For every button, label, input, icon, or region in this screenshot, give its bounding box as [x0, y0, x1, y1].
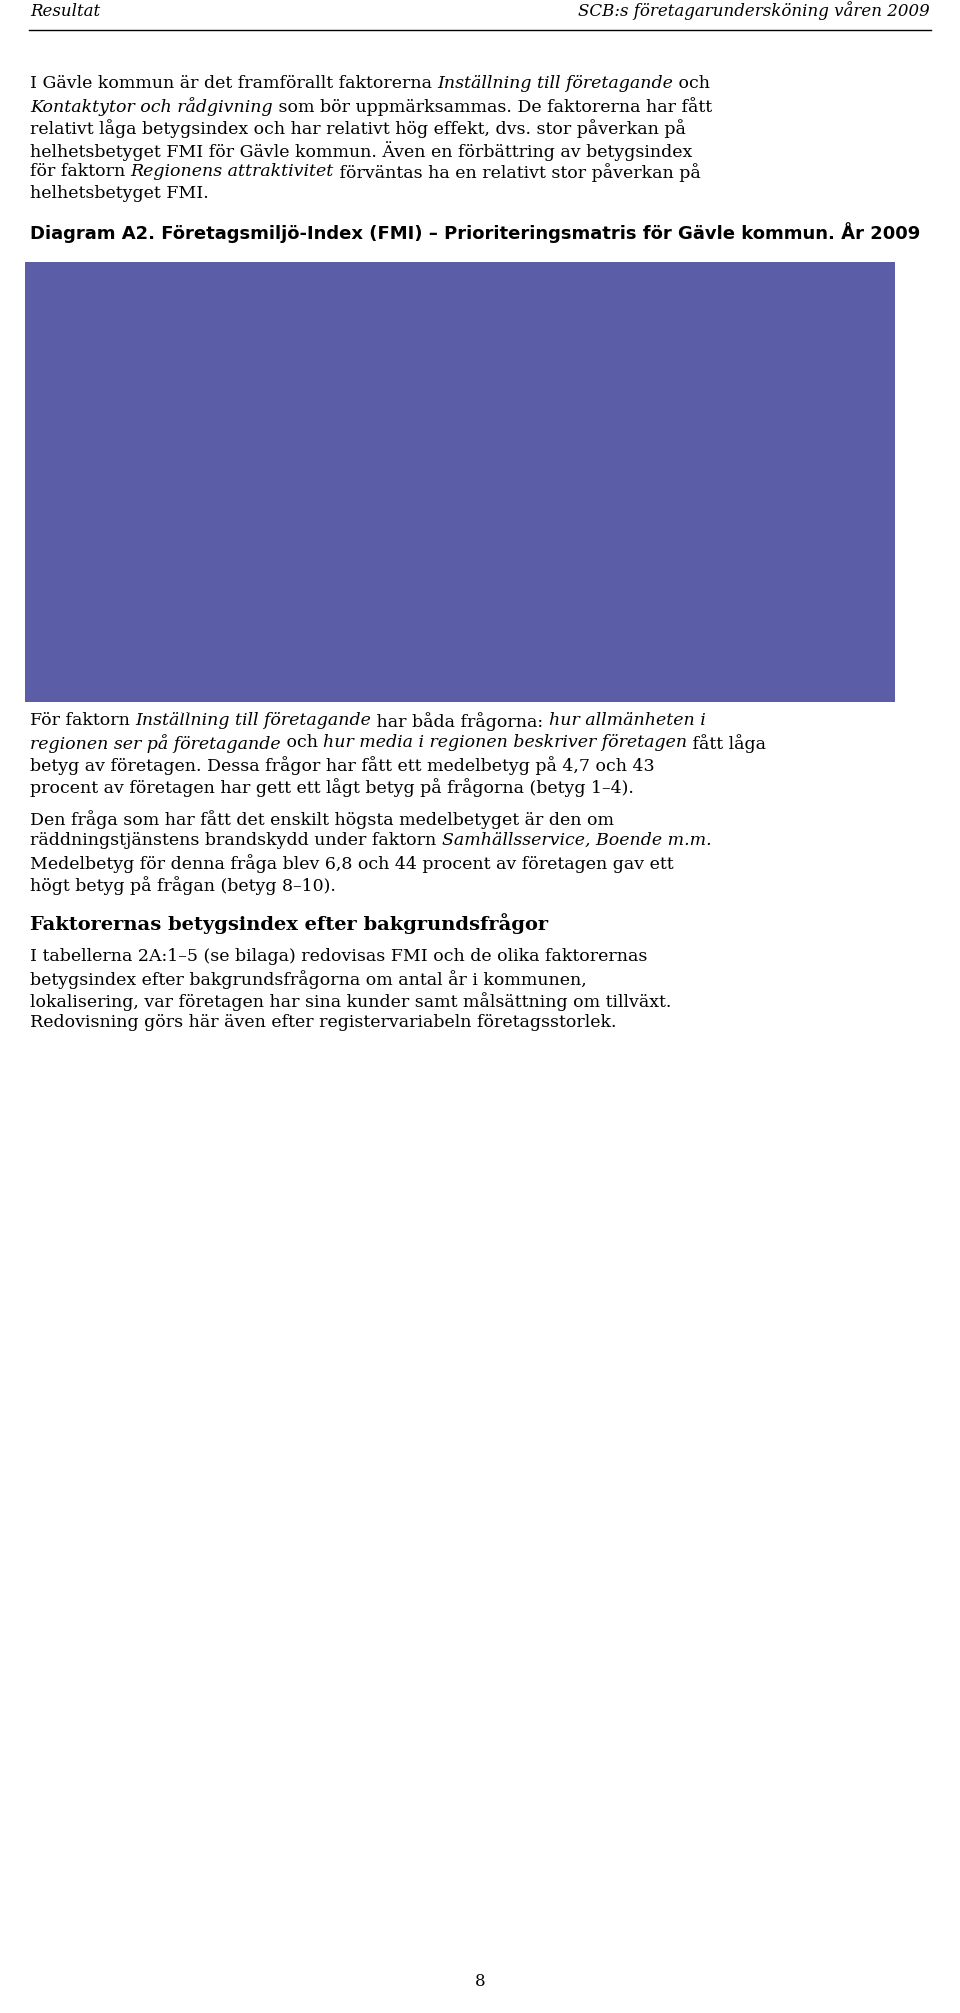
Text: Faktorernas betygsindex efter bakgrundsfrågor: Faktorernas betygsindex efter bakgrundsf… — [30, 914, 548, 934]
Text: betygsindex efter bakgrundsfrågorna om antal år i kommunen,: betygsindex efter bakgrundsfrågorna om a… — [30, 970, 587, 988]
Text: SCB:s företagarundersköning våren 2009: SCB:s företagarundersköning våren 2009 — [578, 2, 930, 20]
Text: hur media i regionen beskriver företagen: hur media i regionen beskriver företagen — [324, 735, 687, 751]
Text: IV. Bevara: IV. Bevara — [46, 306, 108, 320]
Text: Kommunik.
Samhälls.: Kommunik. Samhälls. — [155, 527, 217, 550]
Text: har båda frågorna:: har båda frågorna: — [372, 713, 549, 731]
Text: Kontaktytor och rådgivning: Kontaktytor och rådgivning — [30, 97, 273, 117]
Text: procent av företagen har gett ett lågt betyg på frågorna (betyg 1–4).: procent av företagen har gett ett lågt b… — [30, 777, 634, 797]
Text: som bör uppmärksammas. De faktorerna har fått: som bör uppmärksammas. De faktorerna har… — [273, 97, 711, 117]
Text: förväntas ha en relativt stor påverkan på: förväntas ha en relativt stor påverkan p… — [334, 163, 701, 181]
Text: I tabellerna 2A:1–5 (se bilaga) redovisas FMI och de olika faktorernas: I tabellerna 2A:1–5 (se bilaga) redovisa… — [30, 948, 647, 964]
Text: Attrakt.: Attrakt. — [323, 533, 365, 544]
Text: Gävle: Gävle — [803, 268, 865, 286]
Text: relativt låga betygsindex och har relativt hög effekt, dvs. stor påverkan på: relativt låga betygsindex och har relati… — [30, 119, 685, 139]
Text: Inställning till företagande: Inställning till företagande — [135, 713, 372, 729]
Text: 8: 8 — [474, 1973, 486, 1991]
Text: Inställn.: Inställn. — [696, 574, 740, 584]
Text: III. Lägre
prioritet: III. Lägre prioritet — [46, 624, 100, 652]
Text: Fin. stöd
Kompetens: Fin. stöd Kompetens — [129, 554, 191, 574]
Text: betyg av företagen. Dessa frågor har fått ett medelbetyg på 4,7 och 43: betyg av företagen. Dessa frågor har fåt… — [30, 757, 655, 775]
Text: lokalisering, var företagen har sina kunder samt målsättning om tillväxt.: lokalisering, var företagen har sina kun… — [30, 992, 671, 1011]
Text: helhetsbetyget FMI för Gävle kommun. Även en förbättring av betygsindex: helhetsbetyget FMI för Gävle kommun. Äve… — [30, 141, 692, 161]
Text: fått låga: fått låga — [687, 735, 766, 753]
Text: Redovisning görs här även efter registervariabeln företagsstorlek.: Redovisning görs här även efter register… — [30, 1015, 616, 1031]
Text: II. Prioritera: II. Prioritera — [747, 640, 820, 652]
Text: I Gävle kommun är det framförallt faktorerna: I Gävle kommun är det framförallt faktor… — [30, 74, 438, 93]
Text: för faktorn: för faktorn — [30, 163, 131, 179]
Text: Inställning till företagande: Inställning till företagande — [438, 74, 673, 93]
Text: Resultat: Resultat — [30, 2, 100, 20]
Text: Samhällsservice, Boende m.m.: Samhällsservice, Boende m.m. — [442, 831, 711, 849]
Text: Kontakt.: Kontakt. — [323, 558, 370, 568]
Text: Effekt: Effekt — [850, 707, 890, 721]
Text: regionen ser på företagande: regionen ser på företagande — [30, 735, 280, 753]
Text: För faktorn: För faktorn — [30, 713, 135, 729]
Text: Den fråga som har fått det enskilt högsta medelbetyget är den om: Den fråga som har fått det enskilt högst… — [30, 809, 614, 829]
Text: helhetsbetyget FMI.: helhetsbetyget FMI. — [30, 185, 208, 201]
Text: Medelbetyg för denna fråga blev 6,8 och 44 procent av företagen gav ett: Medelbetyg för denna fråga blev 6,8 och … — [30, 854, 674, 874]
Text: I. Förbättra
om möjligt: I. Förbättra om möjligt — [747, 306, 816, 334]
Text: Regionens attraktivitet: Regionens attraktivitet — [131, 163, 334, 179]
Text: Diagram A2. Företagsmiljö-Index (FMI) – Prioriteringsmatris för Gävle kommun. År: Diagram A2. Företagsmiljö-Index (FMI) – … — [30, 221, 921, 244]
Text: och: och — [673, 74, 710, 93]
Text: räddningstjänstens brandskydd under faktorn: räddningstjänstens brandskydd under fakt… — [30, 831, 442, 849]
Text: och: och — [280, 735, 324, 751]
Text: hur allmänheten i: hur allmänheten i — [549, 713, 706, 729]
Text: högt betyg på frågan (betyg 8–10).: högt betyg på frågan (betyg 8–10). — [30, 876, 336, 896]
